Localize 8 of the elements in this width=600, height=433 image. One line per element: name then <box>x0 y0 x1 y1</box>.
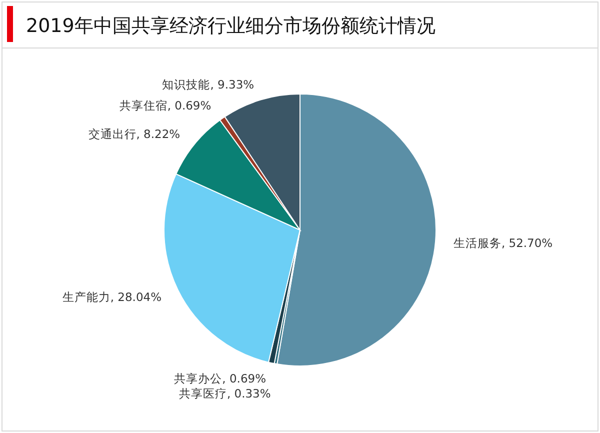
slice-label: 交通出行, 8.22% <box>88 127 180 142</box>
slice-label: 生活服务, 52.70% <box>453 236 553 250</box>
slice-label: 生产能力, 28.04% <box>62 290 162 304</box>
chart-title: 2019年中国共享经济行业细分市场份额统计情况 <box>26 15 436 37</box>
slice-label: 共享住宿, 0.69% <box>119 98 212 112</box>
slice-label: 知识技能, 9.33% <box>162 78 254 92</box>
slice-label: 共享医疗, 0.33% <box>178 386 271 401</box>
slice-label: 共享办公, 0.69% <box>174 372 266 386</box>
